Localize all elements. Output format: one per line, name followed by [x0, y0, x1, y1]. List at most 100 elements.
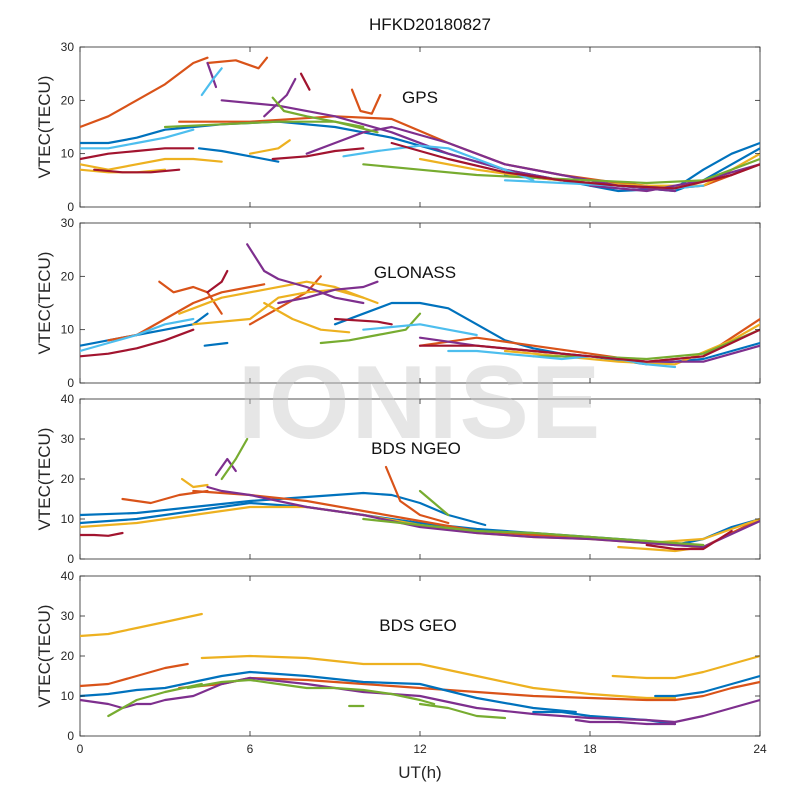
- series-line-17: [362, 323, 478, 337]
- y-axis-label: VTEC(TECU): [35, 428, 54, 531]
- series-line-19: [80, 328, 195, 358]
- watermark: IONISE: [238, 345, 603, 461]
- series-line-6: [80, 670, 577, 714]
- axes-box: [79, 398, 761, 560]
- x-tick-label: 6: [247, 742, 254, 756]
- series-line-26: [299, 72, 311, 91]
- series-line-12: [206, 61, 218, 89]
- y-tick-label: 30: [61, 216, 75, 230]
- y-tick-label: 20: [61, 472, 75, 486]
- series-line-23: [80, 147, 195, 161]
- series-line-3: [350, 88, 382, 115]
- series-group: [80, 243, 760, 369]
- series-line-11: [107, 682, 203, 718]
- series-line-12: [277, 280, 379, 305]
- series-line-7: [192, 288, 365, 326]
- series-line-21: [333, 317, 393, 326]
- series-line-25: [271, 147, 365, 161]
- series-line-10: [220, 437, 249, 481]
- y-tick-label: 20: [61, 269, 75, 283]
- series-line-2: [611, 654, 760, 680]
- figure-title: HFKD20180827: [369, 15, 491, 34]
- series-line-1: [200, 654, 677, 700]
- panel-label: BDS GEO: [379, 616, 456, 635]
- y-tick-label: 30: [61, 40, 75, 54]
- series-line-3: [80, 662, 189, 688]
- series-line-8: [263, 301, 351, 334]
- y-tick-label: 0: [67, 376, 74, 390]
- panel-2: 0 10 20 30 40 BDS NGEO VTEC(TECU): [35, 392, 761, 566]
- y-tick-label: 10: [61, 689, 75, 703]
- y-tick-label: 0: [67, 729, 74, 743]
- y-tick-label: 20: [61, 649, 75, 663]
- panel-0: 0 10 20 30 GPS VTEC(TECU): [35, 40, 761, 214]
- series-line-0: [80, 56, 209, 129]
- series-line-22: [418, 328, 760, 363]
- x-tick-label: 12: [413, 742, 427, 756]
- series-line-17: [271, 96, 365, 129]
- series-line-7: [80, 157, 223, 171]
- series-line-27: [390, 141, 760, 190]
- y-tick-label: 10: [61, 512, 75, 526]
- y-tick-label: 30: [61, 609, 75, 623]
- series-line-8: [654, 674, 760, 698]
- series-line-12: [186, 678, 436, 706]
- series-line-13: [80, 531, 124, 537]
- panel-3: 0 10 20 30 40 0 6 12 18 24 BDS GEO VTEC(TECU): [35, 569, 767, 756]
- series-line-5: [673, 680, 760, 702]
- series-line-13: [263, 77, 297, 118]
- y-tick-label: 0: [67, 552, 74, 566]
- series-line-1: [80, 501, 760, 547]
- series-line-21: [342, 144, 535, 182]
- series-line-15: [532, 328, 760, 361]
- series-line-18: [447, 349, 677, 369]
- y-tick-label: 30: [61, 432, 75, 446]
- series-group: [80, 56, 760, 193]
- series-line-11: [418, 489, 450, 517]
- series-line-5: [197, 147, 280, 163]
- series-line-12: [362, 517, 705, 547]
- series-line-3: [384, 465, 450, 525]
- series-group: [80, 437, 760, 553]
- y-axis-label: VTEC(TECU): [35, 76, 54, 179]
- series-line-18: [362, 157, 760, 185]
- y-tick-label: 0: [67, 200, 74, 214]
- x-tick-label: 18: [583, 742, 597, 756]
- series-line-14: [645, 529, 733, 551]
- series-line-19: [80, 128, 195, 150]
- panel-1: 0 10 20 30 GLONASS VTEC(TECU): [35, 216, 761, 390]
- series-line-0: [80, 612, 203, 638]
- y-axis-label: VTEC(TECU): [35, 605, 54, 708]
- series-line-9: [248, 139, 291, 155]
- series-line-0: [80, 491, 487, 527]
- x-tick-label: 0: [77, 742, 84, 756]
- series-line-11: [246, 243, 365, 305]
- series-line-20: [206, 269, 229, 294]
- series-group: [80, 612, 760, 726]
- panel-label: GLONASS: [374, 263, 456, 282]
- series-line-15: [588, 163, 760, 193]
- series-line-4: [158, 280, 223, 315]
- series-line-14: [305, 125, 677, 193]
- series-line-9: [214, 457, 237, 477]
- panel-label: GPS: [402, 88, 438, 107]
- panel-label: BDS NGEO: [371, 439, 461, 458]
- series-line-9: [80, 676, 760, 724]
- axes-box: [79, 575, 761, 737]
- series-line-6: [180, 477, 209, 489]
- series-line-16: [80, 317, 195, 353]
- y-tick-label: 10: [61, 147, 75, 161]
- series-line-13: [418, 702, 507, 720]
- y-tick-label: 40: [61, 569, 75, 583]
- y-tick-label: 40: [61, 392, 75, 406]
- series-line-8: [206, 485, 760, 549]
- y-tick-label: 10: [61, 323, 75, 337]
- series-line-24: [93, 168, 181, 174]
- series-line-20: [200, 67, 223, 97]
- series-line-1: [203, 341, 229, 347]
- y-axis-label: VTEC(TECU): [35, 252, 54, 355]
- x-axis-label: UT(h): [398, 763, 441, 782]
- series-line-1: [206, 56, 269, 70]
- series-line-10: [574, 718, 677, 726]
